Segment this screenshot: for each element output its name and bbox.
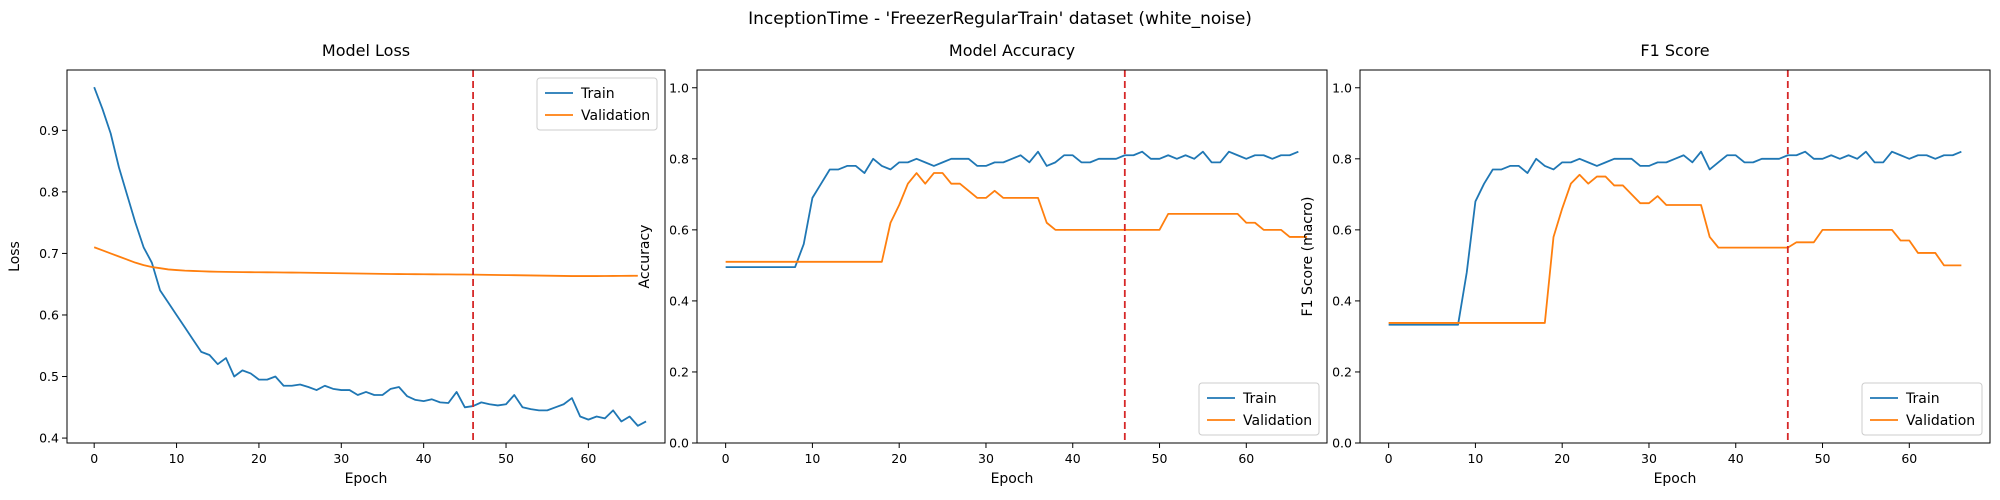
series-line-validation (725, 172, 1308, 263)
y-tick-label: 0.6 (1332, 222, 1352, 237)
y-axis-label: Accuracy (637, 225, 653, 289)
x-tick-label: 10 (1467, 451, 1483, 466)
y-tick-label: 0.4 (1332, 293, 1352, 308)
y-tick-label: 0.8 (669, 151, 689, 166)
plot-frame (1359, 69, 1991, 444)
y-tick-label: 0.8 (39, 184, 59, 199)
series-line-validation (1388, 173, 1962, 324)
x-tick-label: 60 (1238, 451, 1254, 466)
x-tick-label: 10 (169, 451, 185, 466)
x-tick-label: 50 (1815, 451, 1831, 466)
chart-title: Model Accuracy (949, 41, 1075, 60)
x-tick-label: 60 (1901, 451, 1917, 466)
series-line-validation (93, 246, 638, 277)
y-tick-label: 0.7 (39, 246, 59, 261)
series-line-train (725, 150, 1299, 269)
y-tick-label: 1.0 (1332, 80, 1352, 95)
y-tick-label: 1.0 (669, 80, 689, 95)
x-tick-label: 10 (804, 451, 820, 466)
x-tick-label: 50 (498, 451, 514, 466)
chart-panel-3: F1 Score 0 10 20 30 40 50 60 0.0 0.2 0.4 0.6 0.8 1.0 E… (1300, 41, 1991, 487)
y-axis-label: F1 Score (macro) (1300, 197, 1316, 317)
x-tick-label: 20 (1554, 451, 1570, 466)
y-tick-label: 0.0 (1332, 436, 1352, 451)
chart-panel-2: Model Accuracy 0 10 20 30 40 50 60 0.0 0.2 0.4 0.6 0… (637, 41, 1328, 487)
y-tick-label: 0.2 (1332, 364, 1352, 379)
legend-label-train: Train (580, 86, 615, 102)
chart-panel-1: Model Loss 0 10 20 30 40 50 60 0.4 0.5 0.6 0.7 0.8 0.… (7, 41, 666, 487)
legend-box (1198, 382, 1320, 436)
legend-label-train: Train (1242, 391, 1277, 407)
legend: Train Validation (1861, 382, 1983, 436)
y-tick-label: 0.6 (669, 222, 689, 237)
series-line-train (1388, 150, 1962, 326)
x-tick-label: 20 (891, 451, 907, 466)
legend-label-validation: Validation (581, 108, 650, 124)
x-tick-label: 40 (416, 451, 432, 466)
legend-box (536, 77, 658, 131)
x-tick-label: 40 (1065, 451, 1081, 466)
x-tick-label: 0 (90, 451, 98, 466)
x-axis-label: Epoch (345, 471, 388, 487)
chart-title: F1 Score (1640, 41, 1709, 60)
x-tick-label: 0 (722, 451, 730, 466)
legend-box (1861, 382, 1983, 436)
x-tick-label: 50 (1152, 451, 1168, 466)
y-tick-label: 0.6 (39, 307, 59, 322)
legend: Train Validation (536, 77, 658, 131)
legend: Train Validation (1198, 382, 1320, 436)
x-tick-label: 60 (580, 451, 596, 466)
x-tick-label: 20 (251, 451, 267, 466)
x-tick-label: 40 (1728, 451, 1744, 466)
y-tick-label: 0.4 (669, 293, 689, 308)
legend-label-train: Train (1905, 391, 1940, 407)
legend-label-validation: Validation (1243, 413, 1312, 429)
y-tick-label: 0.4 (39, 431, 59, 446)
x-axis-label: Epoch (1654, 471, 1697, 487)
y-tick-label: 0.2 (669, 364, 689, 379)
plot-frame (66, 69, 666, 444)
y-tick-label: 0.0 (669, 436, 689, 451)
y-axis-label: Loss (7, 241, 23, 272)
series-line-train (93, 86, 647, 427)
x-tick-label: 30 (333, 451, 349, 466)
plot-frame (696, 69, 1328, 444)
y-tick-label: 0.9 (39, 123, 59, 138)
chart-title: Model Loss (322, 41, 410, 60)
x-tick-label: 30 (978, 451, 994, 466)
x-tick-label: 0 (1385, 451, 1393, 466)
x-axis-label: Epoch (991, 471, 1034, 487)
x-tick-label: 30 (1641, 451, 1657, 466)
figure-suptitle: InceptionTime - 'FreezerRegularTrain' da… (748, 9, 1252, 29)
y-tick-label: 0.8 (1332, 151, 1352, 166)
y-tick-label: 0.5 (39, 369, 59, 384)
legend-label-validation: Validation (1906, 413, 1975, 429)
